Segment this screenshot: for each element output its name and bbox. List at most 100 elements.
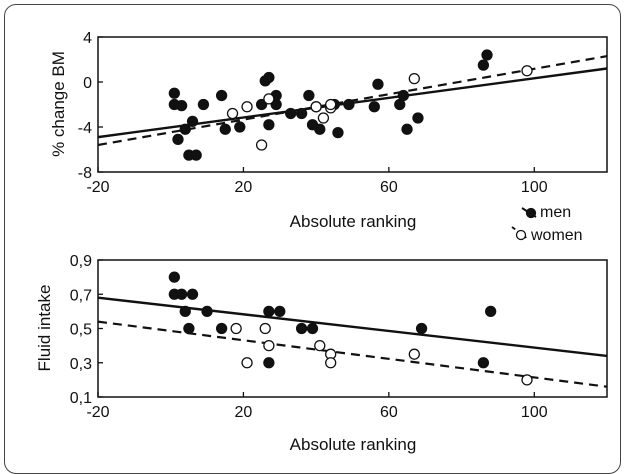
- data-point-women: [521, 65, 533, 77]
- y-tick-label: -8: [78, 165, 92, 182]
- y-axis-label: Fluid intake: [35, 285, 54, 372]
- data-point-men: [372, 78, 384, 90]
- x-tick-label: 20: [235, 179, 253, 196]
- data-point-men: [263, 71, 275, 84]
- legend-entry-women: women: [511, 226, 583, 244]
- y-axis-label: % change BM: [49, 51, 68, 157]
- data-point-men: [215, 89, 228, 102]
- y-tick-label: 0,7: [70, 287, 92, 304]
- data-points: [168, 49, 533, 161]
- data-point-men: [234, 121, 246, 133]
- data-point-women: [230, 322, 242, 335]
- legend-label-women: women: [530, 227, 583, 244]
- y-tick-label: 0,1: [70, 390, 92, 407]
- data-point-women: [325, 357, 337, 369]
- data-point-men: [295, 322, 308, 335]
- data-point-women: [310, 101, 322, 113]
- y-tick-label: 0,3: [70, 356, 92, 373]
- data-point-men: [412, 112, 424, 124]
- data-point-men: [477, 59, 490, 71]
- data-point-women: [408, 348, 420, 360]
- data-point-men: [201, 305, 213, 318]
- plot-area-frame: [97, 36, 608, 173]
- x-tick-label: 60: [380, 404, 398, 421]
- data-point-men: [285, 107, 297, 120]
- fluid-intake-chart: 0,9 0,7 0,5 0,3 0,1 -20 20 60 100 Absolute rank…: [35, 253, 608, 454]
- data-point-women: [521, 374, 533, 386]
- data-point-men: [477, 357, 490, 369]
- data-point-men: [263, 357, 275, 369]
- y-tick-label: 0: [83, 75, 92, 92]
- x-tick-label: 100: [521, 404, 548, 421]
- data-point-men: [190, 149, 202, 161]
- data-point-men: [481, 49, 493, 61]
- data-point-men: [270, 98, 282, 111]
- y-tick-label: 0,5: [70, 322, 92, 339]
- legend-marker-men: [525, 207, 537, 219]
- x-tick-labels: -20 20 60 100: [86, 167, 548, 196]
- data-point-men: [175, 288, 188, 300]
- data-point-men: [263, 119, 275, 131]
- data-point-men: [397, 89, 410, 102]
- data-point-women: [263, 339, 275, 352]
- data-point-men: [415, 322, 428, 335]
- data-point-women: [263, 93, 275, 105]
- data-point-women: [317, 112, 330, 124]
- fit-line-women: [97, 320, 608, 388]
- x-axis-label: Absolute ranking: [290, 212, 417, 231]
- data-point-men: [197, 98, 210, 111]
- data-point-men: [263, 305, 275, 318]
- x-tick-label: 60: [380, 179, 398, 196]
- data-point-women: [226, 107, 239, 120]
- data-point-men: [179, 123, 191, 135]
- data-point-men: [172, 133, 184, 146]
- data-point-men: [186, 288, 199, 300]
- data-point-men: [179, 305, 191, 318]
- data-point-men: [168, 87, 181, 99]
- data-points: [168, 271, 533, 386]
- data-point-men: [401, 123, 413, 135]
- data-point-women: [314, 339, 326, 352]
- data-point-men: [168, 271, 181, 283]
- x-tick-labels: -20 20 60 100: [86, 392, 548, 421]
- data-point-men: [306, 322, 319, 335]
- data-point-women: [241, 101, 253, 113]
- legend-marker-women: [515, 229, 527, 241]
- data-point-men: [343, 98, 355, 111]
- data-point-men: [255, 98, 268, 111]
- x-axis-label: Absolute ranking: [290, 435, 417, 454]
- y-tick-label: 0,9: [70, 253, 92, 270]
- data-point-men: [274, 305, 286, 318]
- x-tick-label: -20: [86, 404, 109, 421]
- data-point-men: [303, 89, 315, 102]
- data-point-men: [295, 107, 308, 120]
- data-point-men: [219, 123, 231, 135]
- y-tick-label: -4: [78, 120, 92, 137]
- y-tick-labels: 4 0 -4 -8: [78, 30, 103, 182]
- legend-label-men: men: [540, 204, 571, 221]
- data-point-men: [175, 99, 188, 112]
- legend-entry-men: men: [521, 204, 571, 221]
- figure-canvas: 4 0 -4 -8 -20 20 60 100 Absolute ranking % cha…: [35, 30, 608, 454]
- y-tick-labels: 0,9 0,7 0,5 0,3 0,1: [70, 253, 103, 407]
- fit-line-men: [97, 296, 608, 358]
- data-point-men: [332, 126, 344, 139]
- data-point-women: [325, 98, 337, 111]
- data-point-women: [408, 72, 420, 85]
- x-tick-label: -20: [86, 179, 109, 196]
- data-point-men: [368, 101, 380, 113]
- data-point-women: [255, 139, 268, 151]
- data-point-women: [241, 357, 253, 369]
- x-tick-label: 20: [235, 404, 253, 421]
- x-tick-label: 100: [521, 179, 548, 196]
- data-point-men: [485, 305, 497, 318]
- fit-lines: [97, 296, 608, 388]
- data-point-men: [314, 123, 326, 135]
- bm-change-chart: 4 0 -4 -8 -20 20 60 100 Absolute ranking % cha…: [49, 30, 608, 231]
- legend: men women: [511, 204, 583, 244]
- data-point-men: [183, 322, 195, 335]
- data-point-men: [215, 322, 228, 335]
- y-tick-label: 4: [83, 30, 92, 47]
- data-point-men: [186, 115, 199, 128]
- data-point-women: [259, 322, 271, 335]
